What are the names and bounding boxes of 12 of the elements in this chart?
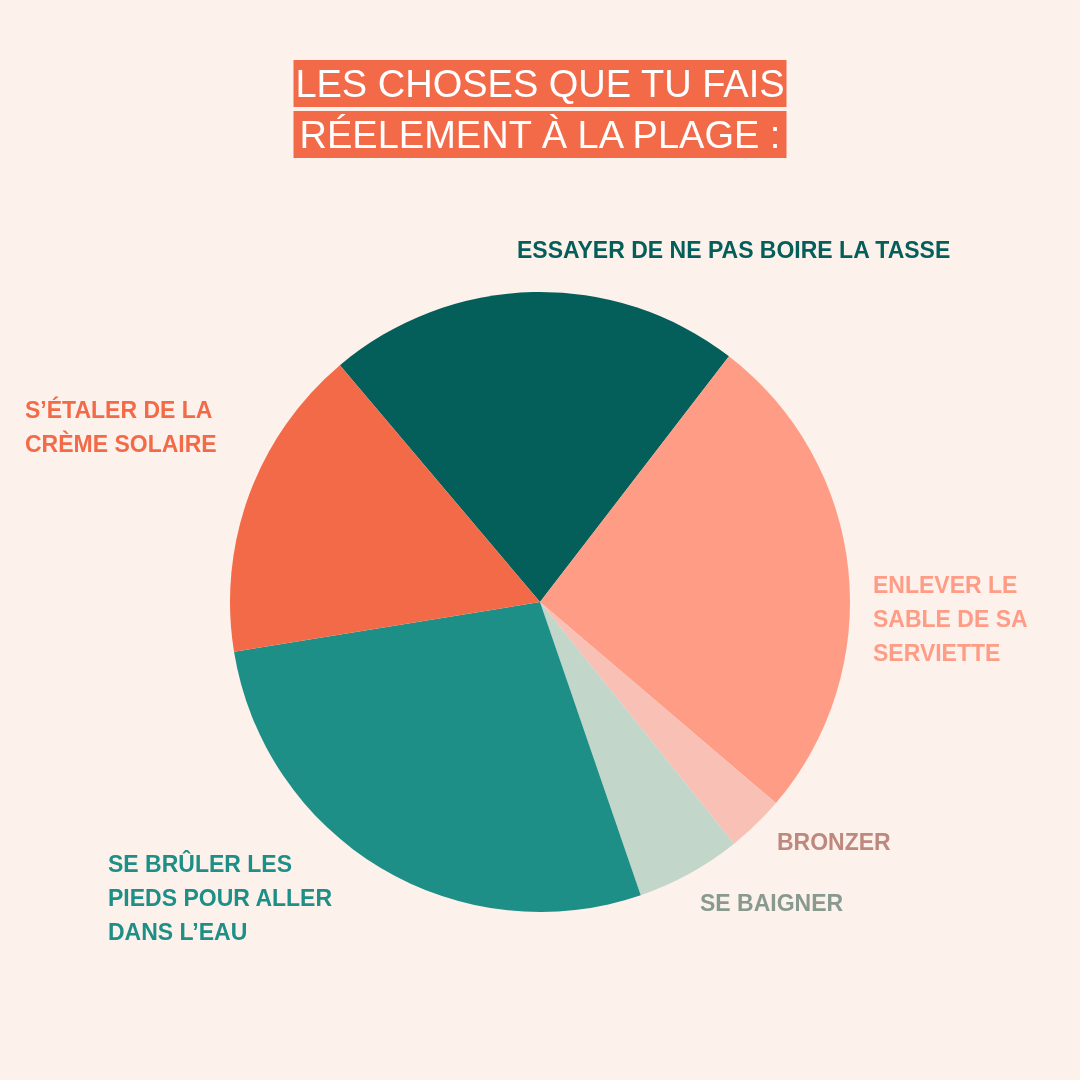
chart-title: LES CHOSES QUE TU FAIS RÉELEMENT À LA PLAGE : xyxy=(295,63,785,156)
slice-label: ENLEVER LE SABLE DE SA SERVIETTE xyxy=(873,572,1028,666)
slice-label: ESSAYER DE NE PAS BOIRE LA TASSE xyxy=(517,237,951,263)
pie-slice xyxy=(230,365,540,652)
pie-slice xyxy=(540,356,850,804)
slice-label: SE BAIGNER xyxy=(700,890,844,916)
slice-label: S’ÉTALER DE LA CRÈME SOLAIRE xyxy=(25,396,217,457)
slice-label: SE BRÛLER LES PIEDS POUR ALLER DANS L’EAU xyxy=(108,850,333,945)
pie-slice xyxy=(339,292,729,602)
pie-slice xyxy=(540,602,735,896)
slice-label: BRONZER xyxy=(777,829,892,855)
pie-slice xyxy=(540,602,776,844)
